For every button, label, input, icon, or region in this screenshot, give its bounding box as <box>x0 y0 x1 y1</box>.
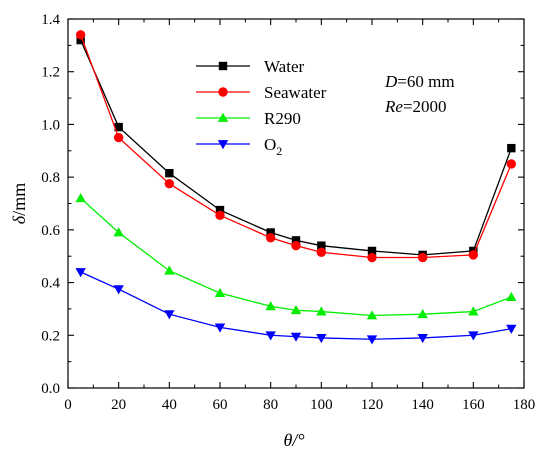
annotations: D=60 mm Re=2000 <box>384 72 455 116</box>
y-tick-label: 0.6 <box>41 223 60 239</box>
legend-label-text: Seawater <box>264 83 327 102</box>
data-point <box>291 236 301 245</box>
series-1 <box>75 30 517 263</box>
data-point <box>290 305 302 315</box>
data-point <box>506 324 517 334</box>
legend-label: Water <box>264 57 304 76</box>
x-tick-label: 20 <box>111 397 126 413</box>
axes: 0 20 40 60 80 100 120 140 160 180 0.0 0.2 0.4 0.6 0.8 1… <box>9 12 535 450</box>
legend-entry-0: Water <box>196 57 304 76</box>
data-point <box>75 193 86 203</box>
y-axis-symbol: δ <box>9 215 29 224</box>
data-point <box>366 335 378 345</box>
y-tick-label: 0.0 <box>41 381 60 397</box>
annotation-symbol: D <box>384 72 398 91</box>
data-point <box>266 228 275 237</box>
y-tick-label: 0.4 <box>41 276 60 292</box>
annotation-value: =2000 <box>403 97 447 116</box>
data-point <box>165 168 174 178</box>
legend-label: O2 <box>264 135 282 158</box>
legend-label-text: O <box>264 135 276 154</box>
data-point <box>468 306 479 316</box>
data-point <box>316 334 327 344</box>
legend-marker <box>217 112 229 122</box>
y-tick-label: 0.8 <box>41 170 60 186</box>
annotation-symbol: Re <box>384 97 403 116</box>
annotation-value: =60 mm <box>397 72 454 91</box>
data-point <box>468 250 479 260</box>
data-point <box>290 332 302 342</box>
data-point <box>75 268 86 278</box>
data-point <box>417 334 428 344</box>
x-tick-label: 40 <box>162 397 177 413</box>
x-tick-label: 180 <box>513 397 536 413</box>
data-point <box>215 205 225 215</box>
series-3 <box>75 268 517 345</box>
legend-marker <box>217 140 229 150</box>
plot-marks <box>75 30 517 345</box>
x-tick-label: 160 <box>462 397 485 413</box>
data-point <box>164 310 175 320</box>
data-point <box>506 159 517 169</box>
data-point <box>265 331 276 341</box>
x-axis-label: θ/° <box>283 430 304 450</box>
data-point <box>507 143 516 153</box>
y-tick-label: 1.2 <box>41 65 60 81</box>
x-tick-label: 140 <box>411 397 434 413</box>
data-point <box>316 306 327 316</box>
data-point <box>113 285 124 295</box>
data-point <box>468 331 479 341</box>
y-tick-label: 1.0 <box>41 117 60 133</box>
data-point <box>113 132 124 143</box>
data-point <box>265 301 276 311</box>
y-tick-label: 1.4 <box>41 12 60 28</box>
series-2 <box>75 193 517 320</box>
y-axis-label: δ/mm <box>9 183 29 224</box>
y-axis-unit: /mm <box>9 183 29 216</box>
y-tick-label: 0.2 <box>41 328 60 344</box>
annotation-1: Re=2000 <box>384 97 447 116</box>
data-point <box>164 179 175 189</box>
data-point <box>114 122 123 132</box>
x-axis-symbol: θ <box>283 430 292 450</box>
x-tick-label: 0 <box>64 397 72 413</box>
data-point <box>75 30 86 40</box>
legend-marker <box>218 87 228 97</box>
x-tick-label: 80 <box>263 397 278 413</box>
x-tick-label: 60 <box>213 397 228 413</box>
data-point <box>215 210 225 221</box>
data-point <box>317 241 326 250</box>
legend: Water Seawater R290 O2 <box>196 57 327 158</box>
data-point <box>506 291 517 301</box>
data-point <box>367 252 377 263</box>
x-tick-label: 120 <box>361 397 384 413</box>
data-point <box>367 246 377 256</box>
data-point <box>164 265 175 275</box>
legend-marker <box>218 61 228 71</box>
legend-label-text: R290 <box>264 109 301 128</box>
data-point <box>113 227 124 237</box>
data-point <box>316 247 327 257</box>
data-point <box>76 35 85 45</box>
legend-entry-1: Seawater <box>196 83 327 102</box>
legend-label: R290 <box>264 109 301 128</box>
data-point <box>214 323 226 333</box>
x-axis-unit: /° <box>291 430 304 450</box>
data-point <box>366 310 378 320</box>
legend-entry-3: O2 <box>196 135 282 158</box>
annotation-0: D=60 mm <box>384 72 455 91</box>
data-point <box>417 309 428 319</box>
data-point <box>214 287 226 298</box>
legend-label-text: Water <box>264 57 304 76</box>
legend-label: Seawater <box>264 83 327 102</box>
legend-label-subscript: 2 <box>276 144 282 158</box>
legend-entry-2: R290 <box>196 109 301 128</box>
data-point <box>417 252 428 263</box>
data-point <box>291 240 301 251</box>
x-tick-label: 100 <box>310 397 333 413</box>
data-point <box>265 233 276 243</box>
